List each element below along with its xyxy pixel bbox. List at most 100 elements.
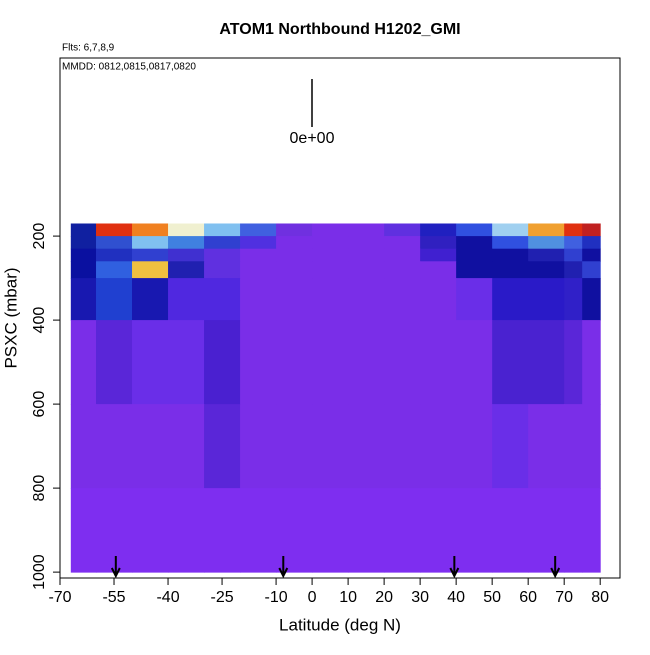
heat-cell [456, 404, 493, 489]
heat-cell [582, 404, 601, 489]
heat-cell [456, 320, 493, 405]
subtitle: Flts: 6,7,8,9 [62, 43, 115, 54]
heat-cell [456, 223, 493, 237]
heat-cell [132, 248, 169, 262]
heat-cell [420, 278, 457, 321]
flight-arrow [449, 556, 460, 579]
heat-cell [132, 278, 169, 321]
heat-cell [564, 488, 583, 573]
heat-cell [348, 404, 385, 489]
heat-cell [582, 248, 601, 262]
heat-cell [240, 261, 277, 279]
heat-cell [564, 248, 583, 262]
heat-cell [96, 320, 133, 405]
heat-cell [204, 236, 241, 250]
x-tick-label: -40 [156, 589, 179, 606]
heat-cell [240, 488, 277, 573]
heat-cell [204, 261, 241, 279]
heat-cell [564, 278, 583, 321]
y-tick-label: 600 [31, 391, 48, 418]
x-tick-label: 40 [447, 589, 465, 606]
heat-cell [96, 278, 133, 321]
heat-cell [492, 236, 529, 250]
heat-cell [312, 236, 349, 250]
heat-cell [528, 236, 565, 250]
y-tick-label: 1000 [31, 554, 48, 590]
heat-cell [132, 488, 169, 573]
x-tick-label: 60 [519, 589, 537, 606]
heat-cell [96, 236, 133, 250]
heat-cell [96, 404, 133, 489]
heat-cell [168, 223, 205, 237]
heat-cell [420, 404, 457, 489]
heat-cell [240, 278, 277, 321]
heat-cell [70, 278, 97, 321]
x-tick-label: 10 [339, 589, 357, 606]
heat-cell [420, 248, 457, 262]
heat-cell [276, 261, 313, 279]
heat-cell [348, 223, 385, 237]
heat-cell [348, 320, 385, 405]
y-tick-label: 200 [31, 223, 48, 250]
heat-cell [420, 488, 457, 573]
heat-cell [384, 261, 421, 279]
heat-cell [348, 278, 385, 321]
x-tick-label: 50 [483, 589, 501, 606]
heat-cell [168, 488, 205, 573]
heat-cell [528, 320, 565, 405]
heat-cell [456, 236, 493, 250]
heat-cell [528, 223, 565, 237]
heat-cell [132, 261, 169, 279]
x-tick-label: -55 [102, 589, 125, 606]
heat-cell [384, 236, 421, 250]
heat-cell [70, 404, 97, 489]
heat-cell [312, 320, 349, 405]
heat-cell [492, 320, 529, 405]
heat-cell [528, 248, 565, 262]
heat-cell [492, 488, 529, 573]
heat-cell [582, 261, 601, 279]
heat-cell [384, 248, 421, 262]
heat-cell [528, 261, 565, 279]
heat-cell [132, 223, 169, 237]
heat-cell [240, 320, 277, 405]
heat-cell [240, 236, 277, 250]
heat-cell [312, 404, 349, 489]
heat-cell [492, 261, 529, 279]
x-tick-label: 30 [411, 589, 429, 606]
heat-cell [204, 248, 241, 262]
x-axis-label: Latitude (deg N) [279, 615, 401, 634]
heat-cell [168, 278, 205, 321]
heat-cell [348, 488, 385, 573]
heat-cell [240, 248, 277, 262]
chart-title: ATOM1 Northbound H1202_GMI [219, 21, 460, 38]
heat-cell [384, 278, 421, 321]
heat-cell [96, 223, 133, 237]
heat-cell [276, 488, 313, 573]
heat-cell [70, 223, 97, 237]
heat-cell [312, 248, 349, 262]
heat-cell [70, 236, 97, 250]
heat-cell [582, 320, 601, 405]
heat-cell [528, 404, 565, 489]
heat-cell [204, 223, 241, 237]
heat-cell [312, 278, 349, 321]
heat-cell [168, 248, 205, 262]
heat-cell [204, 278, 241, 321]
heat-cell [420, 261, 457, 279]
heat-cell [492, 404, 529, 489]
heat-cell [240, 404, 277, 489]
heat-cell [492, 248, 529, 262]
heat-cell [564, 404, 583, 489]
heat-cell [492, 278, 529, 321]
heat-cell [204, 488, 241, 573]
heat-cell [96, 488, 133, 573]
heat-cell [348, 248, 385, 262]
heat-cell [564, 320, 583, 405]
heat-cell [528, 488, 565, 573]
heat-cell [240, 223, 277, 237]
heat-cell [420, 236, 457, 250]
heat-cell [70, 320, 97, 405]
heat-cell [492, 223, 529, 237]
